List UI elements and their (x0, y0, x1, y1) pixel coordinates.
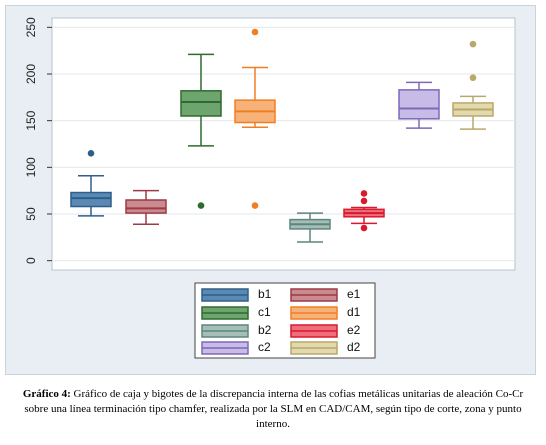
iqr-box (70, 191, 112, 208)
y-axis-ticks: 0 50 100 150 200 250 (24, 17, 52, 264)
legend-label-e1: e1 (347, 287, 361, 301)
legend-label-c2: c2 (258, 340, 271, 354)
box-d2 (452, 40, 494, 130)
legend-label-b2: b2 (258, 323, 272, 337)
legend-label-e2: e2 (347, 323, 361, 337)
y-tick-label: 250 (24, 17, 38, 37)
figure-caption: Gráfico 4: Gráfico de caja y bigotes de … (10, 387, 536, 432)
iqr-box (180, 90, 222, 117)
boxes (70, 28, 494, 243)
legend-label-d1: d1 (347, 305, 361, 319)
outlier-point (360, 224, 368, 232)
grid-lines (52, 26, 515, 262)
box-d1 (234, 28, 276, 209)
iqr-box (398, 89, 440, 120)
outlier-point (251, 28, 259, 36)
box-c1 (180, 53, 222, 209)
outlier-point (360, 190, 368, 197)
outlier-point (197, 202, 205, 209)
caption-text: Gráfico de caja y bigotes de la discrepa… (24, 388, 524, 430)
iqr-box (125, 199, 167, 214)
box-e1 (125, 189, 167, 226)
y-tick-label: 150 (24, 110, 38, 130)
plot-area (51, 17, 516, 271)
caption-label: Gráfico 4: (22, 388, 71, 400)
outlier-point (469, 40, 477, 48)
box-b2 (289, 212, 331, 243)
legend-label-d2: d2 (347, 340, 361, 354)
outlier-point (251, 202, 259, 209)
box-b1 (70, 150, 112, 217)
box-plot-chart: 0 50 100 150 200 250 b1 e1 c1 d1 b2 e2 c2 d2 (24, 17, 516, 359)
legend-label-b1: b1 (258, 287, 272, 301)
box-e2 (343, 190, 385, 232)
legend: b1 e1 c1 d1 b2 e2 c2 d2 (201, 287, 361, 355)
outlier-point (360, 197, 368, 205)
y-tick-label: 50 (24, 207, 38, 221)
outlier-point (87, 150, 95, 157)
outlier-point (469, 74, 477, 82)
box-c2 (398, 81, 440, 129)
y-tick-label: 200 (24, 64, 38, 84)
legend-label-c1: c1 (258, 305, 271, 319)
y-tick-label: 0 (24, 257, 38, 264)
y-tick-label: 100 (24, 157, 38, 177)
